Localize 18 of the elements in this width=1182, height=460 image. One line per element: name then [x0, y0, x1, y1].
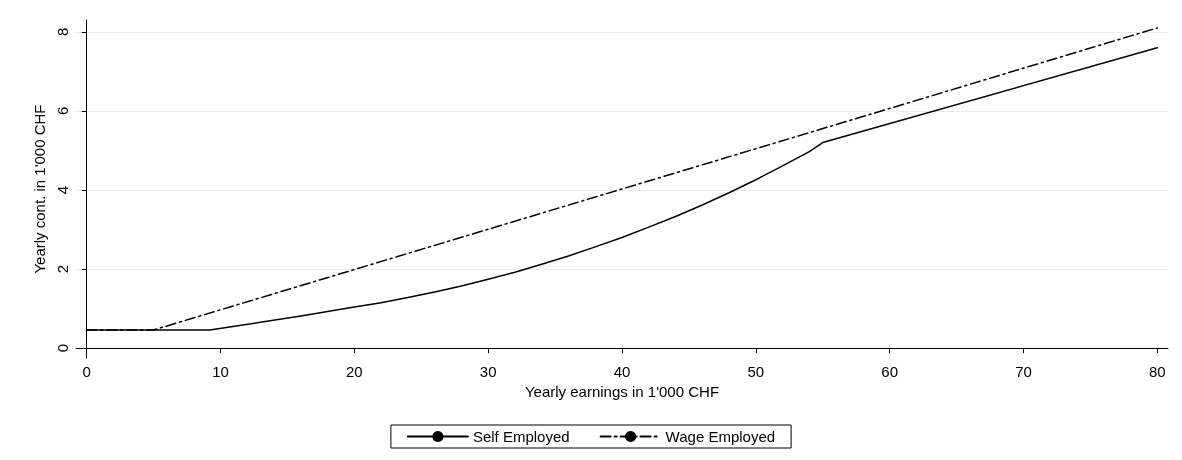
x-tick-label: 50 — [747, 363, 765, 380]
x-tick-label: 30 — [479, 363, 497, 380]
x-tick-label: 80 — [1148, 363, 1166, 380]
x-tick-label: 70 — [1015, 363, 1032, 380]
y-tick-label: 0 — [54, 343, 71, 353]
y-tick-label: 4 — [54, 185, 71, 195]
x-tick-label: 10 — [212, 363, 229, 380]
x-tick-label: 20 — [346, 363, 363, 380]
y-tick-label: 6 — [54, 106, 71, 116]
y-axis-title: Yearly cont. in 1'000 CHF — [31, 104, 49, 274]
legend-label: Self Employed — [472, 428, 570, 445]
x-tick-label: 60 — [881, 363, 898, 380]
y-tick-label: 2 — [54, 264, 71, 274]
x-tick-label: 40 — [613, 363, 631, 380]
legend-label: Wage Employed — [665, 428, 776, 445]
x-axis-title: Yearly earnings in 1'000 CHF — [524, 383, 720, 400]
x-tick-label: 0 — [82, 363, 91, 380]
y-tick-label: 8 — [54, 27, 71, 37]
